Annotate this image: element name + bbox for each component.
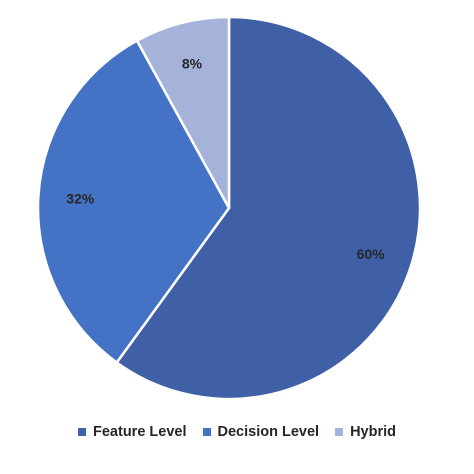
legend-item-feature-level: Feature Level xyxy=(78,424,187,440)
legend-swatch xyxy=(78,428,87,436)
legend-label: Feature Level xyxy=(93,424,187,440)
pie-data-labels: 60% 32% 8% xyxy=(66,56,385,262)
pie-slice-decision-level xyxy=(36,39,231,364)
legend-item-hybrid: Hybrid xyxy=(335,424,396,440)
pie-slices xyxy=(36,15,422,401)
legend-swatch xyxy=(335,428,344,436)
data-label-hybrid: 8% xyxy=(182,56,203,72)
legend: Feature Level Decision Level Hybrid xyxy=(0,424,474,440)
legend-label: Hybrid xyxy=(350,424,396,440)
data-label-decision-level: 32% xyxy=(66,191,95,207)
legend-swatch xyxy=(202,428,211,436)
legend-item-decision-level: Decision Level xyxy=(202,424,320,440)
legend-label: Decision Level xyxy=(217,424,320,440)
pie-slice-feature-level xyxy=(115,15,422,401)
data-label-feature-level: 60% xyxy=(357,246,386,262)
pie-slice-hybrid xyxy=(135,15,231,210)
